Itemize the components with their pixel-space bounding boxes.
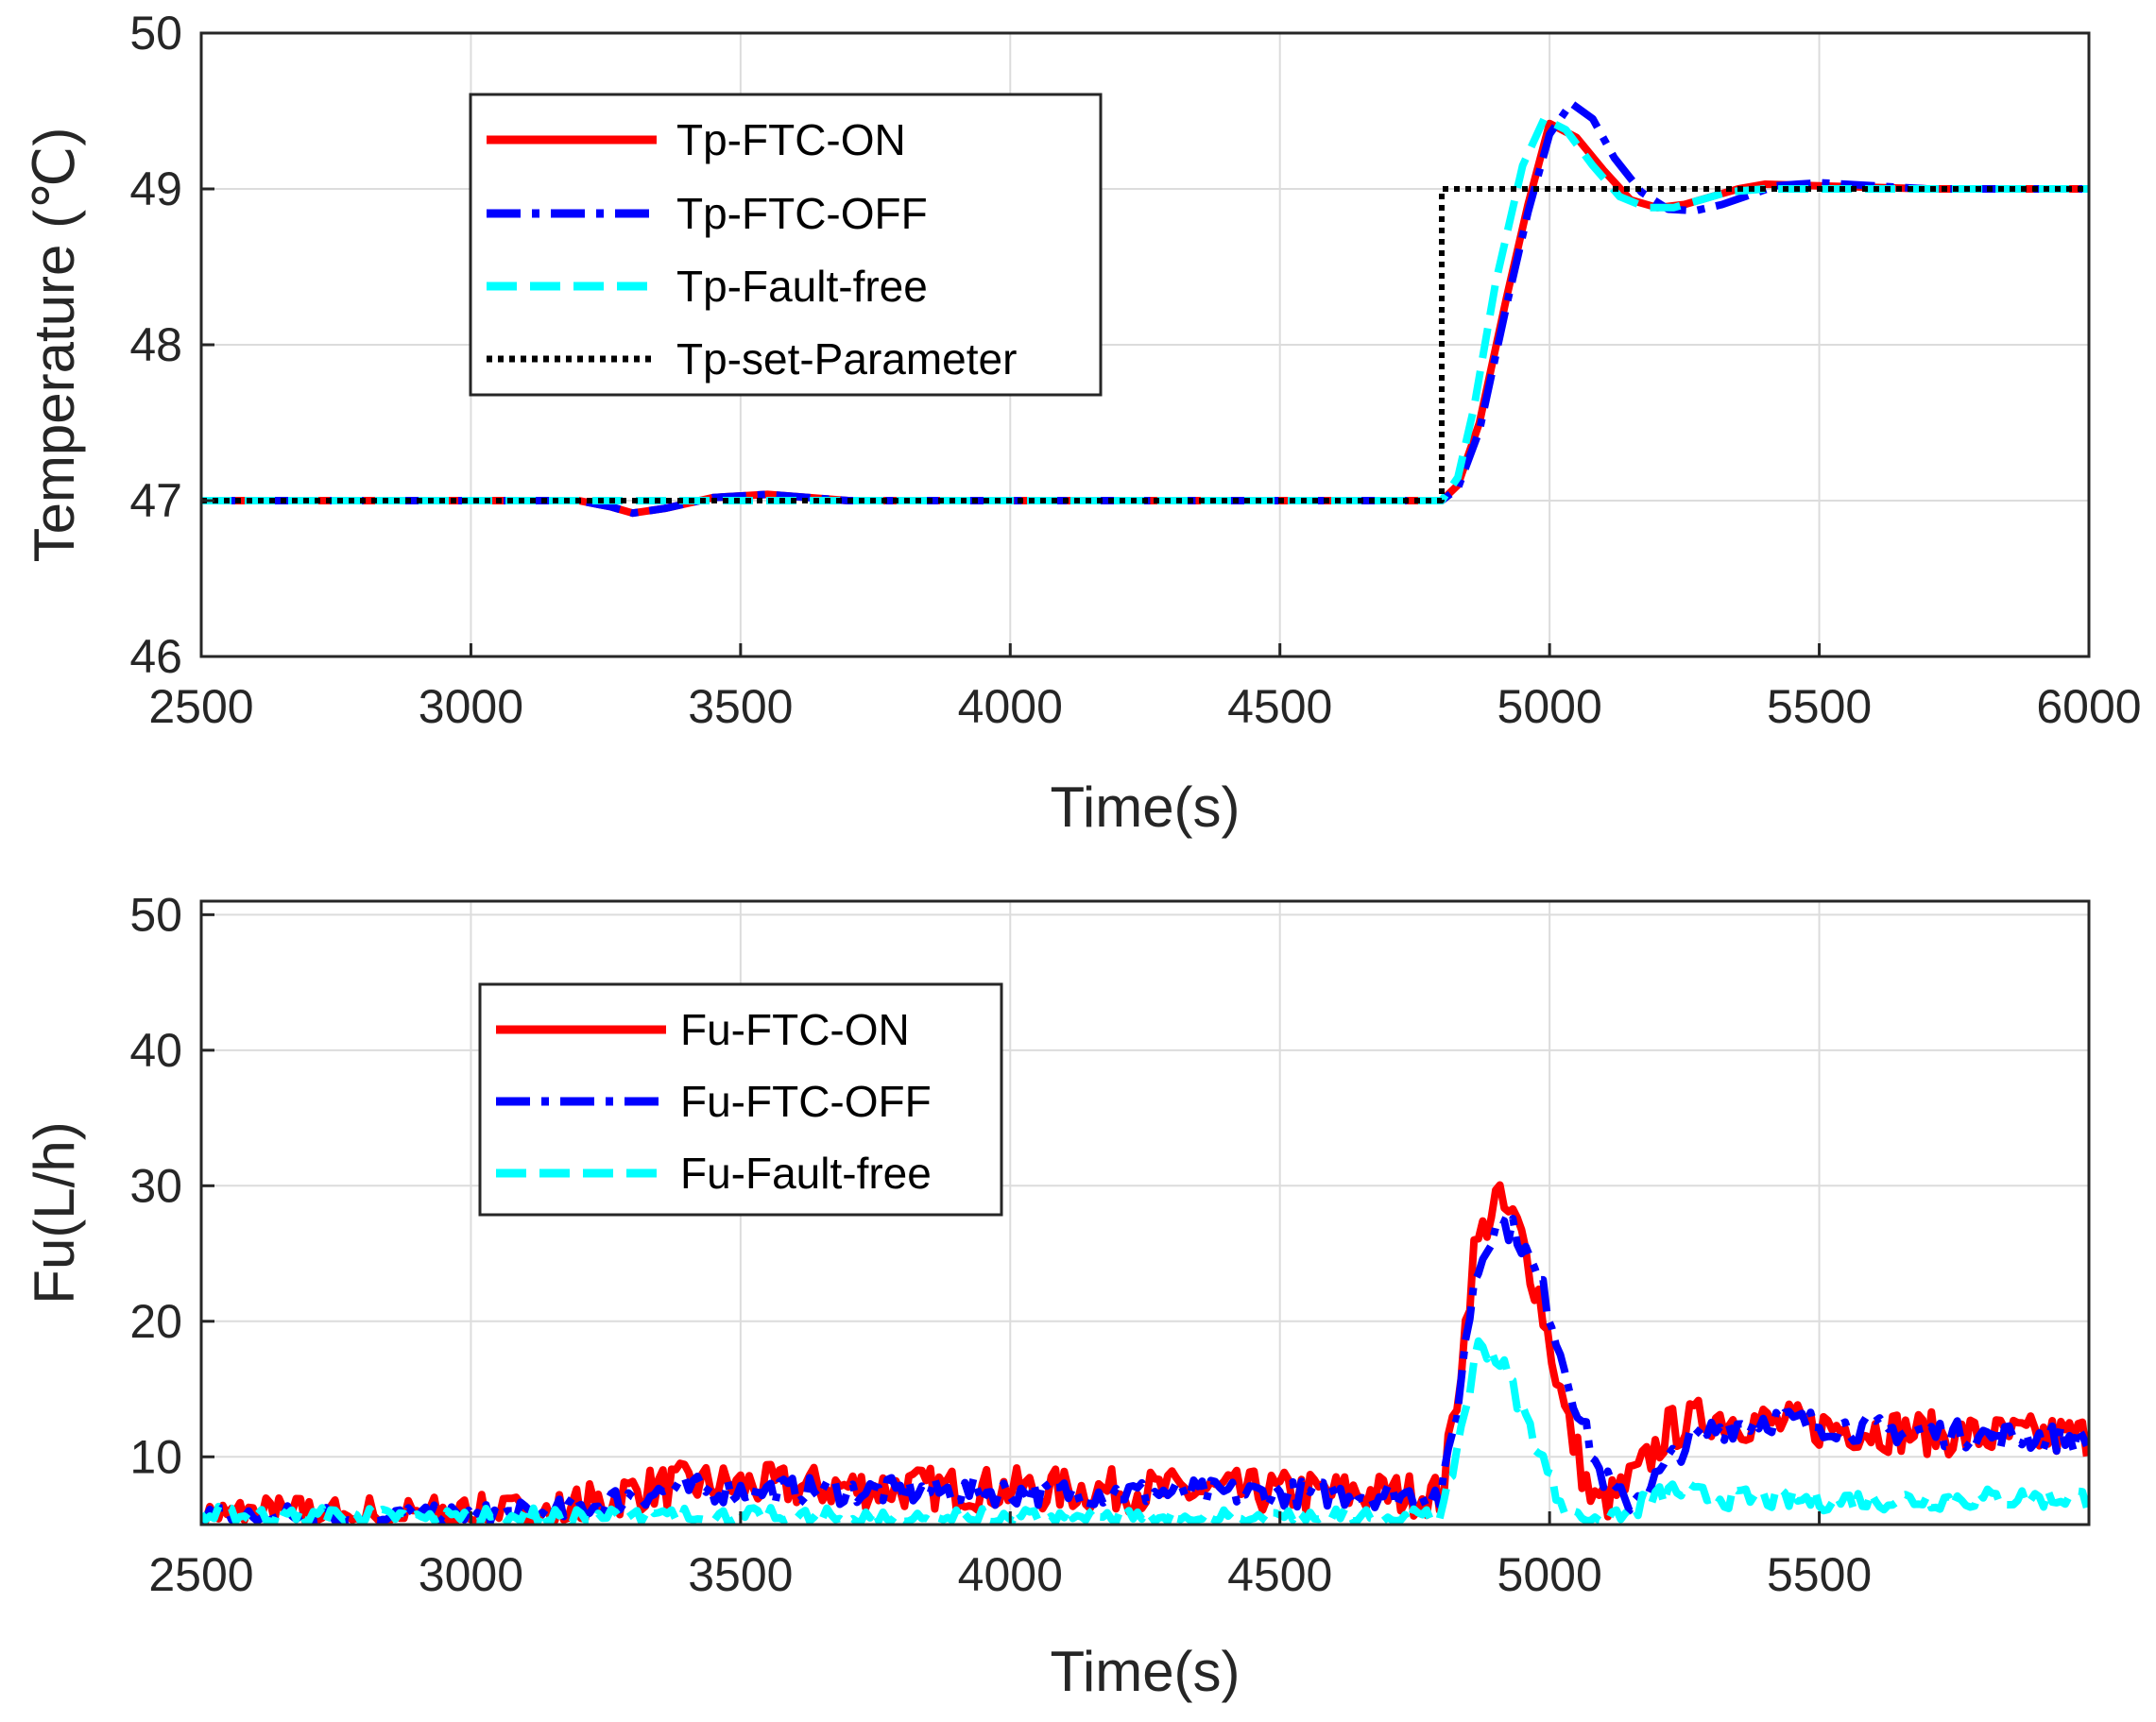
x-tick-label: 3000 — [419, 680, 523, 733]
y-axis-label: Temperature (℃) — [23, 128, 86, 563]
x-tick-label: 4500 — [1227, 1548, 1332, 1601]
y-tick-label: 20 — [129, 1295, 182, 1348]
legend-label-tp-set-parameter: Tp-set-Parameter — [676, 334, 1017, 384]
temperature-chart: 2500 3000 3500 4000 4500 5000 5500 6000 46 47 48 49… — [23, 7, 2142, 839]
y-tick-label: 49 — [129, 162, 182, 215]
x-tick-label: 4000 — [958, 1548, 1063, 1601]
legend: Fu-FTC-ON Fu-FTC-OFF Fu-Fault-free — [478, 982, 1003, 1217]
tick-labels: 2500 3000 3500 4000 4500 5000 5500 6000 46 47 48 49… — [129, 7, 2141, 733]
x-tick-label: 5000 — [1497, 680, 1602, 733]
y-axis-label: Fu(L/h) — [23, 1121, 86, 1304]
y-tick-label: 40 — [129, 1024, 182, 1077]
series-line-fu-ftc-on — [201, 1181, 2089, 1525]
fu-chart: 2500 3000 3500 4000 4500 5000 5500 10 20 30 40 50 T… — [23, 888, 2091, 1703]
y-tick-label: 50 — [129, 888, 182, 941]
legend-label-tp-fault-free: Tp-Fault-free — [676, 262, 928, 311]
y-tick-label: 47 — [129, 474, 182, 527]
x-tick-label: 5500 — [1767, 680, 1872, 733]
plot-frame — [199, 899, 2091, 1526]
y-tick-label: 48 — [129, 318, 182, 371]
series-line-fu-ftc-off — [201, 1215, 2089, 1525]
x-tick-label: 3500 — [688, 1548, 793, 1601]
x-tick-label: 3000 — [419, 1548, 523, 1601]
y-tick-label: 50 — [129, 7, 182, 60]
x-axis-label: Time(s) — [1050, 776, 1240, 839]
x-tick-label: 4000 — [958, 680, 1063, 733]
x-tick-label: 5500 — [1767, 1548, 1872, 1601]
legend-label-fu-ftc-on: Fu-FTC-ON — [680, 1005, 910, 1054]
legend-label-tp-ftc-off: Tp-FTC-OFF — [676, 189, 928, 238]
legend-label-fu-fault-free: Fu-Fault-free — [680, 1149, 932, 1198]
x-tick-label: 3500 — [688, 680, 793, 733]
x-tick-label: 5000 — [1497, 1548, 1602, 1601]
legend-label-fu-ftc-off: Fu-FTC-OFF — [680, 1077, 932, 1126]
x-tick-label: 6000 — [2036, 680, 2141, 733]
y-tick-label: 46 — [129, 630, 182, 683]
y-tick-label: 30 — [129, 1159, 182, 1212]
x-axis-label: Time(s) — [1050, 1640, 1240, 1703]
series-group — [201, 99, 2089, 518]
y-tick-label: 10 — [129, 1430, 182, 1483]
x-tick-label: 2500 — [148, 680, 253, 733]
series-line-tp-ftc-off — [201, 99, 2089, 518]
legend-box — [469, 93, 1103, 397]
x-tick-label: 2500 — [148, 1548, 253, 1601]
legend: Tp-FTC-ON Tp-FTC-OFF Tp-Fault-free Tp-se… — [469, 93, 1103, 397]
series-group — [201, 1181, 2089, 1525]
series-line-tp-set-parameter — [201, 186, 2089, 503]
x-tick-label: 4500 — [1227, 680, 1332, 733]
series-line-fu-fault-free — [201, 1337, 2089, 1525]
legend-label-tp-ftc-on: Tp-FTC-ON — [676, 115, 906, 164]
tick-labels: 2500 3000 3500 4000 4500 5000 5500 10 20 30 40 50 — [129, 888, 1872, 1601]
